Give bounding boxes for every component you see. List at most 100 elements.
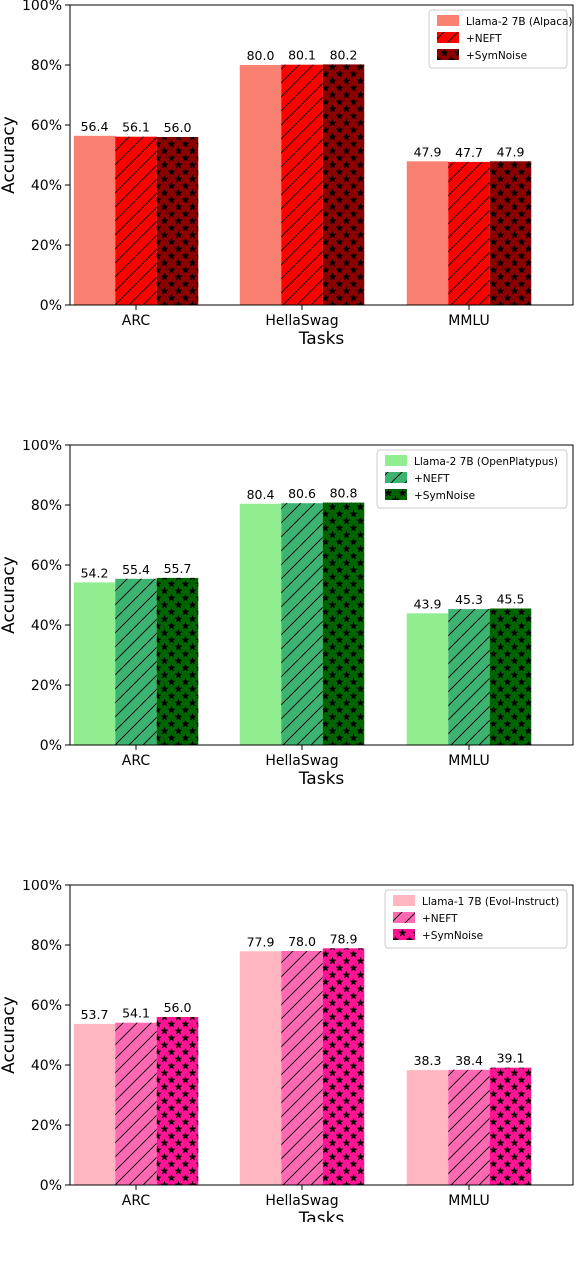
legend-swatch-pattern xyxy=(385,472,407,483)
legend-label: +SymNoise xyxy=(422,930,483,942)
y-axis-label: Accuracy xyxy=(0,556,19,634)
legend-label: Llama-2 7B (Alpaca) xyxy=(466,16,573,28)
plot-frame xyxy=(69,444,574,746)
data-label: 56.1 xyxy=(122,120,150,135)
data-label: 80.8 xyxy=(330,486,358,501)
bar-pattern-arc-series-2 xyxy=(156,137,199,305)
data-label: 54.2 xyxy=(81,565,109,580)
bar-chart-evol-instruct: 53.7 77.9 38.3 54.1 78.0 38.4 56.0 78.9 39.1 0% 20… xyxy=(0,880,574,1222)
legend-box xyxy=(384,889,568,949)
data-label: 80.2 xyxy=(330,47,358,62)
legend-swatch xyxy=(437,15,459,26)
legend-swatch-pattern xyxy=(393,929,415,940)
legend: Llama-2 7B (OpenPlatypus) +NEFT +SymNoise xyxy=(376,449,568,509)
legend-label: +NEFT xyxy=(422,913,458,925)
y-tick-label: 40% xyxy=(31,1058,62,1074)
chart-panel-evol-instruct: 53.7 77.9 38.3 54.1 78.0 38.4 56.0 78.9 39.1 0% 20… xyxy=(0,880,576,1280)
bar-pattern-mmlu-series-2 xyxy=(489,608,532,745)
y-tick-label: 60% xyxy=(31,998,62,1014)
chart-panel-openplatypus: 54.2 80.4 43.9 55.4 80.6 45.3 55.7 80.8 45.5 0% 20… xyxy=(0,440,576,840)
bar-mmlu-series-0 xyxy=(406,613,449,745)
data-label: 56.0 xyxy=(164,1000,192,1015)
legend-swatch-pattern xyxy=(385,489,407,500)
bar-pattern-arc-series-1 xyxy=(115,1022,157,1185)
x-tick-label: MMLU xyxy=(448,1193,490,1209)
data-label: 47.7 xyxy=(455,145,483,160)
y-tick-label: 20% xyxy=(31,678,62,694)
y-tick-label: 20% xyxy=(31,238,62,254)
x-axis-label: Tasks xyxy=(298,1209,345,1222)
y-tick-label: 60% xyxy=(31,558,62,574)
data-label: 80.0 xyxy=(247,48,275,63)
legend: Llama-1 7B (Evol-Instruct) +NEFT +SymNoise xyxy=(384,889,568,949)
y-tick-label: 80% xyxy=(31,938,62,954)
x-axis-label: Tasks xyxy=(298,769,345,789)
bar-mmlu-series-0 xyxy=(406,161,449,305)
data-label: 39.1 xyxy=(497,1051,525,1066)
y-tick-label: 40% xyxy=(31,178,62,194)
legend-swatch-pattern xyxy=(393,912,415,923)
legend-label: +SymNoise xyxy=(466,50,527,62)
x-tick-label: MMLU xyxy=(448,313,490,329)
bar-arc-series-0 xyxy=(73,135,116,305)
legend: Llama-2 7B (Alpaca) +NEFT +SymNoise xyxy=(428,9,573,69)
legend-label: +SymNoise xyxy=(414,490,475,502)
x-tick-label: HellaSwag xyxy=(265,313,338,329)
y-axis-label: Accuracy xyxy=(0,996,19,1074)
x-tick-label: ARC xyxy=(122,313,151,329)
bar-chart-alpaca: 56.4 80.0 47.9 56.1 80.1 47.7 56.0 80.2 47.9 0% 20… xyxy=(0,0,574,349)
legend-label: Llama-1 7B (Evol-Instruct) xyxy=(422,896,559,908)
legend-box xyxy=(428,9,568,69)
data-label: 77.9 xyxy=(247,934,275,949)
y-tick-label: 0% xyxy=(40,738,62,754)
data-label: 55.4 xyxy=(122,562,150,577)
data-label: 45.5 xyxy=(497,592,525,607)
y-tick-label: 60% xyxy=(31,118,62,134)
bar-pattern-mmlu-series-2 xyxy=(489,161,532,305)
x-tick-label: HellaSwag xyxy=(265,753,338,769)
y-tick-label: 100% xyxy=(22,440,62,454)
bar-arc-series-0 xyxy=(73,1023,116,1185)
y-tick-label: 100% xyxy=(22,0,62,14)
bar-hellaswag-series-0 xyxy=(239,951,282,1185)
y-tick-label: 40% xyxy=(31,618,62,634)
bar-pattern-mmlu-series-2 xyxy=(489,1067,532,1185)
y-axis-label: Accuracy xyxy=(0,116,19,194)
bar-pattern-mmlu-series-1 xyxy=(448,161,490,305)
data-label: 38.4 xyxy=(455,1053,483,1068)
y-tick-label: 100% xyxy=(22,880,62,894)
plot-frame xyxy=(69,884,574,1186)
bar-pattern-arc-series-2 xyxy=(156,1017,199,1185)
bar-pattern-hellaswag-series-1 xyxy=(281,64,323,305)
chart-panel-alpaca: 56.4 80.0 47.9 56.1 80.1 47.7 56.0 80.2 47.9 0% 20… xyxy=(0,0,576,400)
bar-mmlu-series-0 xyxy=(406,1070,449,1185)
y-tick-label: 20% xyxy=(31,1118,62,1134)
data-label: 45.3 xyxy=(455,592,483,607)
x-tick-label: MMLU xyxy=(448,753,490,769)
data-label: 47.9 xyxy=(497,144,525,159)
data-label: 56.4 xyxy=(81,119,109,134)
bar-pattern-hellaswag-series-2 xyxy=(322,502,365,745)
data-label: 78.9 xyxy=(330,931,358,946)
data-label: 56.0 xyxy=(164,120,192,135)
data-label: 80.4 xyxy=(247,487,275,502)
bar-hellaswag-series-0 xyxy=(239,503,282,745)
data-label: 54.1 xyxy=(122,1006,150,1021)
bar-chart-openplatypus: 54.2 80.4 43.9 55.4 80.6 45.3 55.7 80.8 45.5 0% 20… xyxy=(0,440,574,789)
bar-pattern-mmlu-series-1 xyxy=(448,1069,490,1185)
data-label: 80.6 xyxy=(288,486,316,501)
data-label: 80.1 xyxy=(288,48,316,63)
bar-pattern-arc-series-1 xyxy=(115,578,157,745)
data-label: 47.9 xyxy=(414,144,442,159)
data-label: 43.9 xyxy=(414,596,442,611)
bar-pattern-arc-series-1 xyxy=(115,136,157,305)
legend-label: Llama-2 7B (OpenPlatypus) xyxy=(414,456,558,468)
x-tick-label: HellaSwag xyxy=(265,1193,338,1209)
bar-pattern-hellaswag-series-1 xyxy=(281,503,323,745)
y-tick-label: 80% xyxy=(31,58,62,74)
data-label: 78.0 xyxy=(288,934,316,949)
x-axis-label: Tasks xyxy=(298,329,345,349)
bar-arc-series-0 xyxy=(73,582,116,745)
bar-pattern-hellaswag-series-2 xyxy=(322,64,365,306)
legend-swatch xyxy=(385,455,407,466)
